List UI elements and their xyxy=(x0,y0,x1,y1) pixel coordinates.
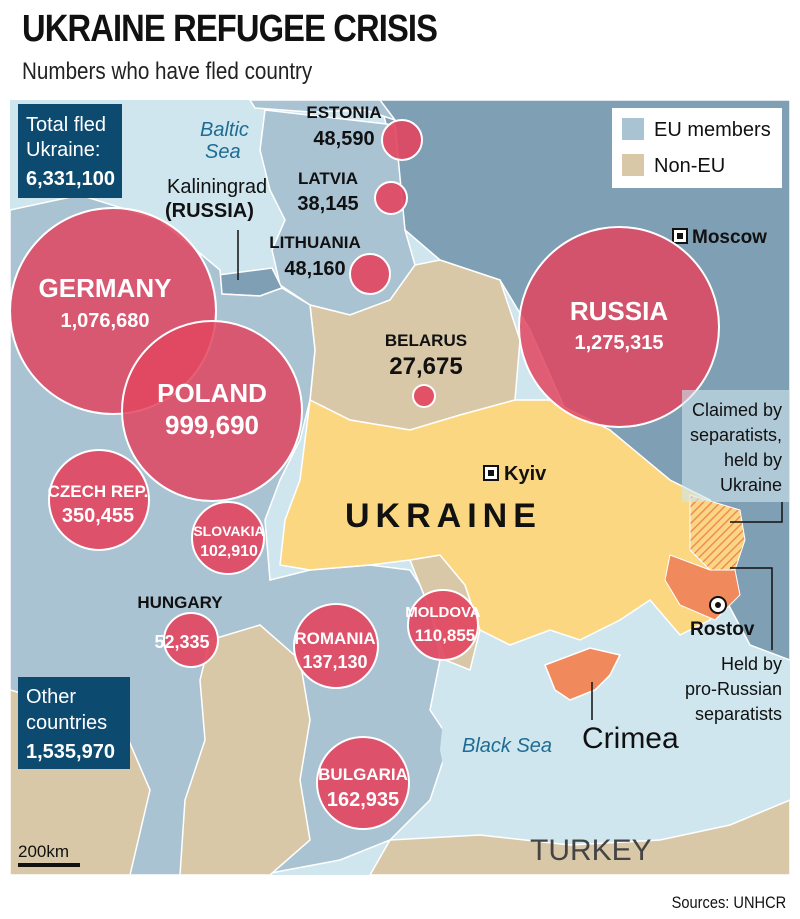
bubble-name: MOLDOVA xyxy=(405,604,481,621)
bubble-name: CZECH REP. xyxy=(48,482,149,501)
bubble-value: 350,455 xyxy=(62,505,134,527)
bubble-name: GERMANY xyxy=(39,273,172,303)
label-baltic-sea-2: Sea xyxy=(205,141,241,163)
bubble-bulgaria: BULGARIA 162,935 xyxy=(316,736,410,830)
label-rostov: Rostov xyxy=(690,619,755,640)
bubble-name: LITHUANIA xyxy=(269,233,361,252)
bubble-value: 52,335 xyxy=(154,632,209,652)
bubble-value: 102,910 xyxy=(200,543,258,560)
annotation-claimed-line: Ukraine xyxy=(720,475,782,495)
bubble-value: 1,275,315 xyxy=(575,332,664,354)
kyiv-marker-dot xyxy=(488,470,494,476)
sources: Sources: UNHCR xyxy=(671,893,786,912)
annotation-claimed-line: Claimed by xyxy=(692,400,782,420)
annotation-held-line: separatists xyxy=(695,704,782,724)
bubble-value: 48,590 xyxy=(313,128,374,150)
bubble-value: 999,690 xyxy=(165,410,259,440)
bubble-value: 38,145 xyxy=(297,193,358,215)
annotation-held-pointer xyxy=(730,567,773,650)
bubble-romania: ROMANIA 137,130 xyxy=(293,603,379,689)
bubble-name: BULGARIA xyxy=(318,765,408,784)
label-kaliningrad: Kaliningrad xyxy=(167,176,267,198)
scale-bar: 200km xyxy=(18,842,80,867)
legend-non-eu-label: Non-EU xyxy=(654,155,725,177)
bubble-name: SLOVAKIA xyxy=(193,523,264,539)
bubble-hungary: HUNGARY 52,335 xyxy=(137,593,223,668)
other-countries-box: Other countries 1,535,970 xyxy=(18,677,130,769)
bubble-name: LATVIA xyxy=(298,169,358,188)
scale-bar-line xyxy=(18,863,80,867)
bubble-value: 110,855 xyxy=(415,626,476,645)
legend-non-eu-swatch xyxy=(622,154,644,176)
bubble-value: 1,076,680 xyxy=(61,310,150,332)
label-kyiv: Kyiv xyxy=(504,463,547,485)
other-countries-value: 1,535,970 xyxy=(26,741,115,763)
label-black-sea: Black Sea xyxy=(462,735,552,757)
bubble-name: ESTONIA xyxy=(306,103,381,122)
total-fled-value: 6,331,100 xyxy=(26,168,115,190)
total-fled-box: Total fled Ukraine: 6,331,100 xyxy=(18,104,122,198)
bubble-name: HUNGARY xyxy=(137,593,223,612)
map: Baltic Sea Black Sea TURKEY Kaliningrad … xyxy=(10,100,790,875)
bubble-value: 137,130 xyxy=(302,652,367,672)
region-balkans xyxy=(179,624,311,875)
other-countries-line1: Other xyxy=(26,686,76,708)
bubble-estonia: ESTONIA 48,590 xyxy=(306,103,423,161)
annotation-claimed: Claimed by separatists, held by Ukraine xyxy=(682,390,790,523)
region-turkey xyxy=(369,799,790,875)
bubble-latvia: LATVIA 38,145 xyxy=(297,169,408,215)
region-finland xyxy=(249,100,398,122)
black-sea xyxy=(440,670,770,840)
bubble-russia: RUSSIA 1,275,315 xyxy=(518,226,720,428)
legend-eu-label: EU members xyxy=(654,119,771,141)
bubble-czech: CZECH REP. 350,455 xyxy=(48,449,150,551)
bubble-name: POLAND xyxy=(157,378,267,408)
bubble-name: BELARUS xyxy=(385,331,467,350)
label-crimea: Crimea xyxy=(582,722,679,755)
label-moscow: Moscow xyxy=(692,227,767,248)
other-countries-line2: countries xyxy=(26,712,107,734)
bubble-name: RUSSIA xyxy=(570,296,668,326)
page-subtitle: Numbers who have fled country xyxy=(22,58,313,85)
label-baltic-sea: Baltic xyxy=(200,119,249,141)
bubble-value: 48,160 xyxy=(284,258,345,280)
total-fled-line1: Total fled xyxy=(26,114,106,136)
bubble-lithuania: LITHUANIA 48,160 xyxy=(269,233,391,295)
annotation-held-line: pro-Russian xyxy=(685,679,782,699)
region-ukraine xyxy=(279,398,736,646)
region-crimea xyxy=(544,647,622,701)
label-ukraine: UKRAINE xyxy=(345,497,542,535)
scale-bar-label: 200km xyxy=(18,842,69,861)
annotation-claimed-pointer xyxy=(730,502,783,523)
annotation-held: Held by pro-Russian separatists xyxy=(685,567,782,724)
bubble-moldova: MOLDOVA 110,855 xyxy=(405,589,481,661)
bubble-belarus: BELARUS 27,675 xyxy=(385,331,467,408)
bubble-value: 27,675 xyxy=(389,353,462,380)
label-turkey: TURKEY xyxy=(530,834,652,867)
rostov-marker-dot xyxy=(715,602,721,608)
bubble-name: ROMANIA xyxy=(294,629,375,648)
legend: EU members Non-EU xyxy=(612,108,782,188)
legend-eu-swatch xyxy=(622,118,644,140)
bubble-value: 162,935 xyxy=(327,789,399,811)
total-fled-line2: Ukraine: xyxy=(26,139,100,161)
bubble-slovakia: SLOVAKIA 102,910 xyxy=(191,501,265,575)
annotation-held-line: Held by xyxy=(721,654,782,674)
moscow-marker-dot xyxy=(677,233,683,239)
annotation-claimed-line: separatists, xyxy=(690,425,782,445)
bubble-poland: POLAND 999,690 xyxy=(121,320,303,502)
page-title: UKRAINE REFUGEE CRISIS xyxy=(22,8,438,50)
label-kaliningrad-2: (RUSSIA) xyxy=(165,200,254,222)
annotation-claimed-line: held by xyxy=(724,450,782,470)
